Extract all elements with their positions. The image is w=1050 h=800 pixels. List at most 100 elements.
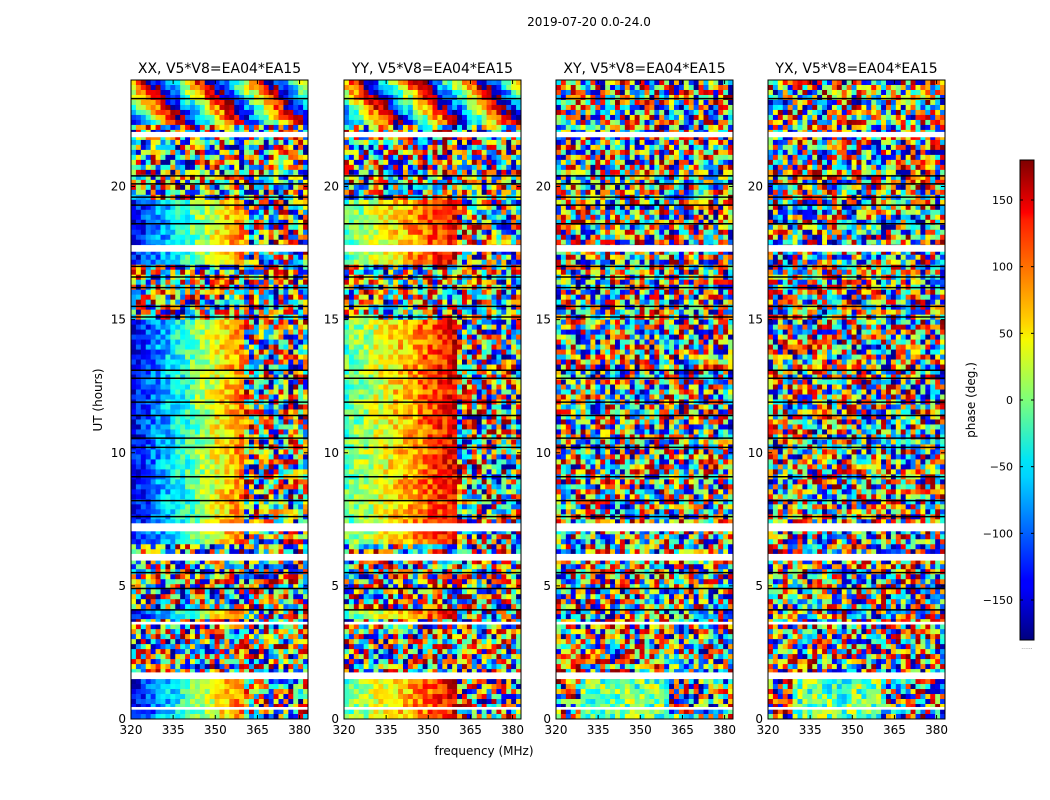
flagged-band: [556, 672, 733, 680]
x-tick-label: 320: [757, 723, 780, 737]
flagged-band: [556, 621, 733, 625]
flagged-band: [768, 553, 945, 561]
y-tick-label: 10: [536, 446, 551, 460]
panel-title: XY, V5*V8=EA04*EA15: [563, 61, 725, 77]
y-tick-label: 15: [324, 313, 339, 327]
colorbar-tick-label: −150: [983, 594, 1013, 607]
x-tick-label: 335: [799, 723, 822, 737]
x-tick-label: 335: [587, 723, 610, 737]
flagged-band: [344, 621, 521, 625]
flagged-band: [131, 523, 308, 532]
axes-frame: [555, 79, 734, 720]
heatmap-cells: [344, 80, 521, 719]
flagged-band: [344, 245, 521, 252]
flagged-band: [131, 131, 308, 138]
y-tick-label: 20: [324, 180, 339, 194]
flagged-band: [344, 672, 521, 680]
flagged-band: [556, 553, 733, 561]
x-tick-label: 350: [417, 723, 440, 737]
heatmap-panel: XY, V5*V8=EA04*EA15 320 335 350 365 380 0 5 10 15…: [536, 61, 736, 737]
panel-title: YX, V5*V8=EA04*EA15: [774, 61, 937, 77]
flagged-band: [344, 131, 521, 138]
colorbar-label: phase (deg.): [964, 362, 978, 438]
flagged-band: [768, 621, 945, 625]
flagged-band: [768, 523, 945, 532]
heatmap-panel: YX, V5*V8=EA04*EA15 320 335 350 365 380 0 5 10 15…: [748, 61, 948, 737]
flagged-band: [768, 707, 945, 710]
heatmap-cells: [131, 80, 308, 719]
flagged-band: [556, 523, 733, 532]
flagged-band: [344, 523, 521, 532]
heatmap-panel: XX, V5*V8=EA04*EA15 320 335 350 365 380 0 5 10 15…: [111, 61, 311, 737]
y-tick-label: 10: [111, 446, 126, 460]
y-tick-label: 5: [118, 579, 126, 593]
y-tick-label: 0: [543, 712, 551, 726]
colorbar-tick-label: −100: [983, 527, 1013, 540]
flagged-band: [131, 672, 308, 680]
heatmap-cells: [768, 80, 945, 719]
colorbar: 150 100 50 0 −50 −100 −150 phase (deg.) ......: [964, 159, 1035, 651]
x-tick-label: 320: [120, 723, 143, 737]
panels: XX, V5*V8=EA04*EA15 320 335 350 365 380 0 5 10 15…: [111, 61, 948, 737]
flagged-band: [131, 245, 308, 252]
y-tick-label: 10: [748, 446, 763, 460]
flagged-band: [768, 131, 945, 138]
figure-suptitle: 2019-07-20 0.0-24.0: [527, 15, 651, 29]
colorbar-tick-label: −50: [990, 461, 1013, 474]
flagged-band: [344, 553, 521, 561]
y-tick-label: 15: [536, 313, 551, 327]
x-tick-label: 320: [333, 723, 356, 737]
y-tick-label: 0: [118, 712, 126, 726]
x-tick-label: 365: [883, 723, 906, 737]
y-tick-label: 0: [755, 712, 763, 726]
flagged-band: [556, 245, 733, 252]
y-tick-label: 20: [536, 180, 551, 194]
flagged-band: [768, 672, 945, 680]
panel-title: YY, V5*V8=EA04*EA15: [351, 61, 513, 77]
axes-frame: [343, 79, 522, 720]
panel-title: XX, V5*V8=EA04*EA15: [138, 61, 301, 77]
flagged-band: [344, 707, 521, 710]
axes-frame: [130, 79, 309, 720]
heatmap-panel: YY, V5*V8=EA04*EA15 320 335 350 365 380 0 5 10 15…: [324, 61, 524, 737]
flagged-band: [556, 707, 733, 710]
flagged-band: [556, 131, 733, 138]
x-tick-label: 380: [288, 723, 311, 737]
x-tick-label: 365: [246, 723, 269, 737]
heatmap-cells: [556, 80, 733, 719]
x-axis-label: frequency (MHz): [434, 744, 533, 758]
axes-frame: [767, 79, 946, 720]
y-tick-label: 5: [543, 579, 551, 593]
y-axis-label: UT (hours): [91, 368, 105, 431]
x-tick-label: 365: [459, 723, 482, 737]
colorbar-tick-label: 0: [1006, 394, 1013, 407]
colorbar-ticks: 150 100 50 0 −50 −100 −150: [983, 194, 1034, 607]
y-tick-label: 10: [324, 446, 339, 460]
flagged-band: [131, 553, 308, 561]
y-tick-label: 5: [331, 579, 339, 593]
x-tick-label: 320: [545, 723, 568, 737]
flagged-band: [131, 707, 308, 710]
y-tick-label: 20: [111, 180, 126, 194]
x-tick-label: 380: [501, 723, 524, 737]
y-tick-label: 20: [748, 180, 763, 194]
colorbar-footnote: ......: [1021, 644, 1033, 651]
x-tick-label: 350: [204, 723, 227, 737]
colorbar-tick-label: 150: [992, 194, 1013, 207]
colorbar-tick-label: 100: [992, 261, 1013, 274]
x-tick-label: 365: [671, 723, 694, 737]
y-tick-label: 0: [331, 712, 339, 726]
flagged-band: [768, 245, 945, 252]
x-tick-label: 350: [841, 723, 864, 737]
x-tick-label: 350: [629, 723, 652, 737]
y-tick-label: 15: [111, 313, 126, 327]
x-tick-label: 335: [375, 723, 398, 737]
y-tick-label: 5: [755, 579, 763, 593]
x-tick-label: 380: [713, 723, 736, 737]
x-tick-label: 335: [162, 723, 185, 737]
flagged-band: [131, 621, 308, 625]
x-tick-label: 380: [925, 723, 948, 737]
colorbar-tick-label: 50: [999, 327, 1013, 340]
y-tick-label: 15: [748, 313, 763, 327]
